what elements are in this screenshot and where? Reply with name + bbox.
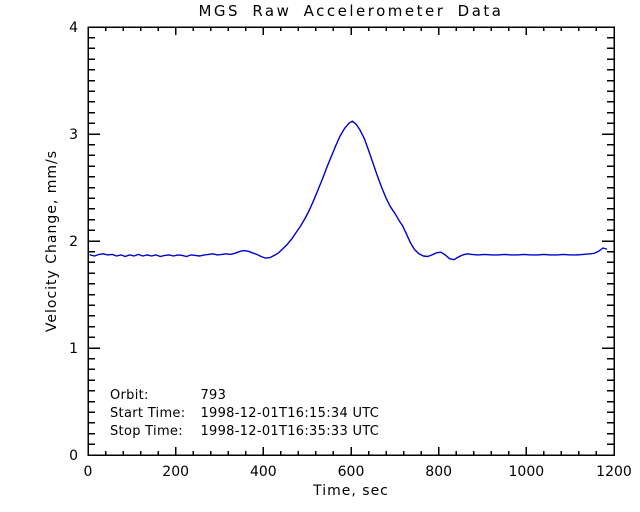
x-tick-label: 200 [162, 464, 189, 480]
y-tick-label: 4 [69, 20, 78, 36]
y-tick-label: 3 [69, 127, 78, 143]
x-tick-label: 800 [425, 464, 452, 480]
annotation-stop-time-label: Stop Time: [110, 424, 183, 439]
annotation-stop-time: Stop Time: 1998-12-01T16:35:33 UTC [110, 423, 379, 441]
y-tick-label: 2 [69, 234, 78, 250]
velocity-data-line [89, 120, 608, 261]
y-tick-label: 0 [69, 448, 78, 464]
y-tick-label: 1 [69, 341, 78, 357]
x-axis-label: Time, sec [313, 483, 389, 499]
annotation-orbit: Orbit: 793 [110, 387, 379, 405]
annotation-orbit-label: Orbit: [110, 388, 149, 403]
x-tick-label: 1200 [596, 464, 632, 480]
annotation-stop-time-value: 1998-12-01T16:35:33 UTC [200, 424, 380, 439]
annotation-start-time-value: 1998-12-01T16:15:34 UTC [200, 406, 380, 421]
annotation-start-time-label: Start Time: [110, 406, 186, 421]
y-axis-label: Velocity Change, mm/s [44, 149, 60, 333]
x-tick-label: 400 [250, 464, 277, 480]
x-tick-label: 1000 [509, 464, 545, 480]
chart-title: MGS Raw Accelerometer Data [198, 2, 504, 20]
annotation-orbit-value: 793 [200, 388, 227, 403]
x-tick-label: 0 [84, 464, 93, 480]
x-tick-label: 600 [338, 464, 365, 480]
annotation-start-time: Start Time: 1998-12-01T16:15:34 UTC [110, 405, 379, 423]
orbit-annotation-block: Orbit: 793 Start Time: 1998-12-01T16:15:… [110, 387, 379, 441]
